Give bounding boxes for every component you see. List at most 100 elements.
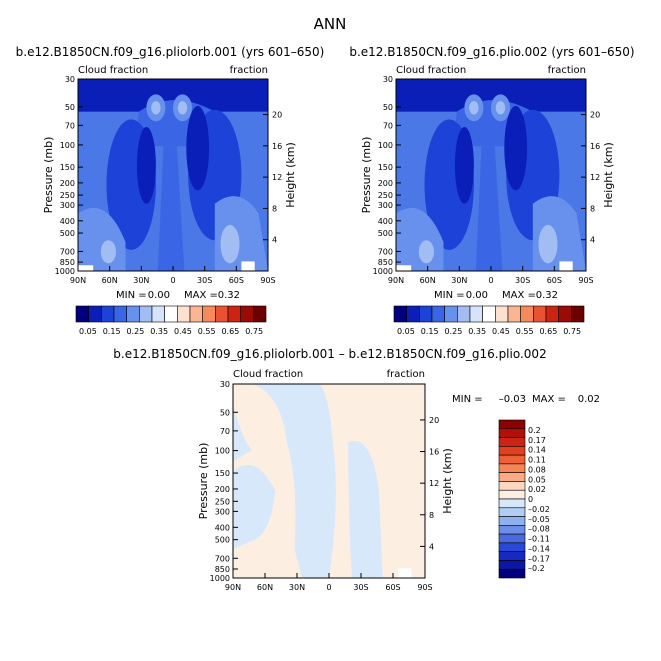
colorbar-label: 0.75: [245, 327, 263, 336]
colorbar-box: [498, 516, 526, 526]
colorbar-label: 0.05: [79, 327, 97, 336]
height-tick-label: 4: [429, 542, 434, 551]
colorbar-label: 0.45: [492, 327, 510, 336]
x-tick-label: 30S: [515, 276, 530, 285]
colorbar-label: 0: [528, 495, 533, 504]
colorbar-box: [498, 481, 526, 491]
x-tick-label: 0: [326, 583, 331, 592]
colorbar-box: [177, 305, 191, 323]
pressure-tick-label: 200: [378, 179, 393, 188]
colorbar-label: 0.08: [528, 465, 546, 474]
panel-2: b.e12.B1850CN.f09_g16.plio.002 (yrs 601–…: [349, 45, 634, 336]
pressure-tick-label: 400: [215, 523, 230, 532]
pressure-tick-label: 700: [378, 247, 393, 256]
field-white-spot: [398, 568, 412, 578]
colorbar-box: [498, 437, 526, 447]
x-tick-label: 0: [170, 276, 175, 285]
panel-2-right-label: fraction: [548, 65, 586, 76]
height-tick-label: 8: [590, 204, 595, 213]
height-tick-label: 8: [429, 511, 434, 520]
colorbar-box: [189, 305, 203, 323]
pressure-tick-label: 700: [215, 554, 230, 563]
pressure-tick-label: 150: [215, 469, 230, 478]
colorbar-box: [139, 305, 153, 323]
panel-3-title: b.e12.B1850CN.f09_g16.pliolorb.001 – b.e…: [113, 347, 546, 361]
colorbar-box: [498, 489, 526, 500]
pressure-tick-label: 250: [60, 191, 75, 200]
x-tick-label: 30S: [353, 583, 368, 592]
y-axis-label: Pressure (mb): [360, 137, 373, 214]
height-tick-label: 16: [590, 142, 600, 151]
field-white-spot: [559, 261, 573, 271]
panel-1-left-label: Cloud fraction: [78, 65, 148, 76]
colorbar-box: [126, 305, 140, 323]
colorbar-box: [498, 463, 526, 473]
x-tick-label: 30N: [451, 276, 467, 285]
colorbar-label: 0.55: [198, 327, 216, 336]
colorbar-label: 0.75: [563, 327, 581, 336]
pressure-tick-label: 850: [215, 565, 230, 574]
colorbar-box: [498, 542, 526, 552]
colorbar-box: [533, 305, 547, 323]
pressure-tick-label: 1000: [373, 267, 393, 276]
x-tick-label: 60N: [102, 276, 118, 285]
field-southern-max: [538, 224, 558, 264]
colorbar-label: –0.11: [528, 535, 550, 544]
colorbar-box: [545, 305, 559, 323]
colorbar-label: 0.05: [397, 327, 415, 336]
colorbar-label: 0.11: [528, 456, 546, 465]
colorbar-box: [498, 446, 526, 456]
field-arctic-max: [100, 240, 116, 264]
panel-3-max-label: MAX =: [532, 394, 566, 405]
colorbar-box: [571, 305, 585, 323]
panel-3-stats: MIN = –0.03 MAX = 0.02: [452, 394, 600, 405]
field-white-spot: [396, 265, 412, 271]
colorbar-box: [202, 305, 216, 323]
panel-2-field: [396, 79, 586, 271]
height-tick-label: 4: [590, 236, 595, 245]
height-tick-label: 12: [590, 173, 600, 182]
pressure-tick-label: 70: [65, 121, 75, 130]
panel-1-min-value: 0.00: [148, 290, 170, 301]
colorbar-box: [406, 305, 420, 323]
panel-1-colorbar: 0.05 0.15 0.25 0.35 0.45 0.55 0.65 0.75: [75, 305, 267, 336]
panel-2-plot: 90N 60N 30N 0 30S 60S 90S 30 50 70 100 150 200 250300…: [360, 75, 615, 285]
panel-2-title: b.e12.B1850CN.f09_g16.plio.002 (yrs 601–…: [349, 45, 634, 59]
pressure-tick-label: 200: [215, 485, 230, 494]
colorbar-label: 0.02: [528, 485, 546, 494]
colorbar-box: [457, 305, 471, 323]
pressure-tick-label: 150: [60, 163, 75, 172]
pressure-tick-label: 500: [215, 536, 230, 545]
panel-2-max-value: 0.32: [536, 290, 558, 301]
colorbar-box: [498, 428, 526, 438]
height-tick-label: 4: [272, 236, 277, 245]
panel-1-max-value: 0.32: [218, 290, 240, 301]
page-title: ANN: [314, 15, 347, 33]
pressure-tick-label: 1000: [55, 267, 75, 276]
height-tick-label: 12: [272, 173, 282, 182]
colorbar-label: 0.35: [150, 327, 168, 336]
panel-3-min-label: MIN =: [452, 394, 483, 405]
panel-3-max-value: 0.02: [578, 394, 600, 405]
pressure-tick-label: 150: [378, 163, 393, 172]
colorbar-box: [498, 533, 526, 544]
colorbar-box: [507, 305, 521, 323]
colorbar-box: [498, 472, 526, 482]
colorbar-box: [520, 305, 534, 323]
height-tick-label: 8: [272, 204, 277, 213]
panel-3-plot: 90N 60N 30N 0 30S 60S 90S 30 50 70 100 150 200 250300…: [197, 380, 454, 592]
pressure-tick-label: 400: [378, 217, 393, 226]
panel-1-plot: 90N 60N 30N 0 30S 60S 90S 30 50 70 100 150 200 250300…: [42, 75, 297, 285]
pressure-tick-label: 300: [60, 201, 75, 210]
panel-1-min-label: MIN =: [116, 290, 147, 301]
colorbar-box: [113, 305, 127, 323]
pressure-tick-label: 200: [60, 179, 75, 188]
colorbar-box: [431, 305, 445, 323]
colorbar-box: [498, 560, 526, 570]
colorbar-box: [495, 305, 509, 323]
panel-3-min-value: –0.03: [499, 394, 526, 405]
pressure-tick-label: 700: [60, 247, 75, 256]
pressure-tick-label: 70: [220, 427, 230, 436]
field-dry-left-core: [136, 126, 156, 204]
colorbar-label: 0.65: [539, 327, 557, 336]
